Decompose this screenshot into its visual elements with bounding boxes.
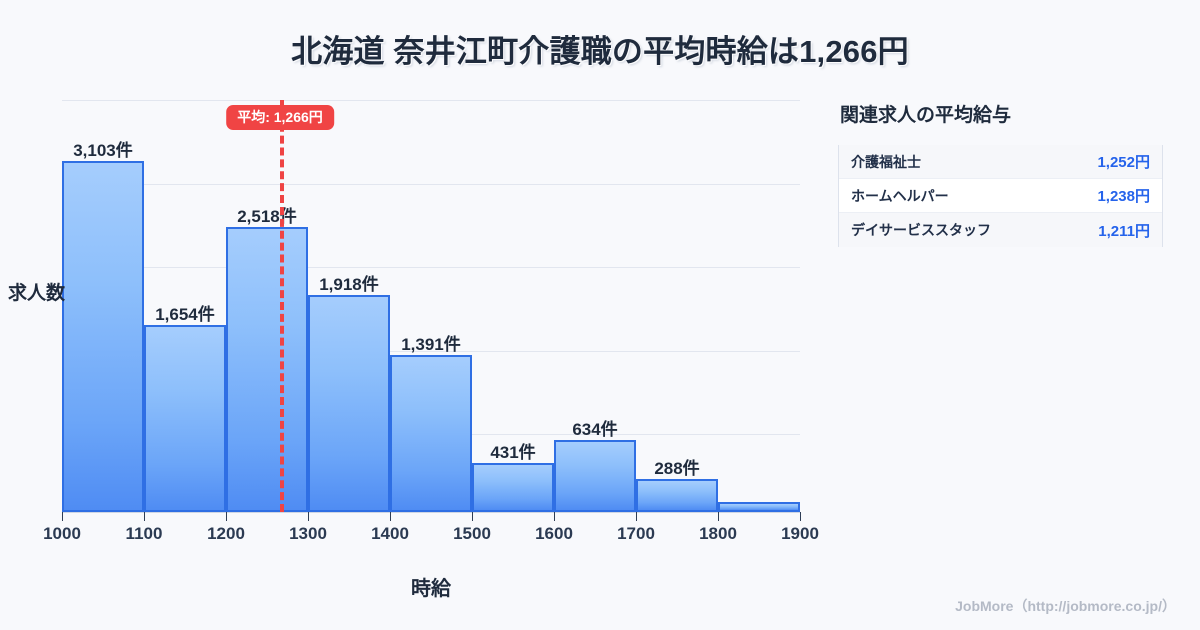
bar-value-label: 1,918件	[319, 274, 379, 294]
x-tick-mark	[718, 512, 719, 521]
related-job-row[interactable]: デイサービススタッフ 1,211円	[839, 213, 1162, 247]
bar[interactable]	[718, 502, 800, 512]
x-tick-label: 1900	[781, 524, 819, 543]
x-tick-label: 1200	[207, 524, 245, 543]
related-job-name: ホームヘルパー	[851, 187, 949, 204]
y-axis-title: 求人数	[8, 283, 66, 304]
x-tick-mark	[62, 512, 63, 521]
x-axis-line	[62, 512, 800, 513]
x-tick-mark	[390, 512, 391, 521]
x-tick-mark	[144, 512, 145, 521]
x-tick-label: 1600	[535, 524, 573, 543]
related-job-salary: 1,238円	[1097, 188, 1150, 205]
bar[interactable]	[554, 440, 636, 512]
related-jobs-title: 関連求人の平均給与	[840, 105, 1012, 126]
average-line	[280, 100, 284, 512]
bar-value-label: 2,518件	[237, 206, 297, 226]
gridline	[62, 351, 800, 352]
x-tick-label: 1400	[371, 524, 409, 543]
x-tick-label: 1500	[453, 524, 491, 543]
bar-value-label: 3,103件	[73, 140, 133, 160]
x-tick-label: 1300	[289, 524, 327, 543]
bar-value-label: 1,654件	[155, 304, 215, 324]
x-tick-label: 1000	[43, 524, 81, 543]
page-title: 北海道 奈井江町介護職の平均時給は1,266円	[291, 34, 909, 69]
gridline	[62, 184, 800, 185]
related-job-name: 介護福祉士	[851, 153, 921, 170]
related-job-row[interactable]: ホームヘルパー 1,238円	[839, 179, 1162, 213]
x-tick-mark	[472, 512, 473, 521]
x-tick-mark	[226, 512, 227, 521]
bar[interactable]	[390, 354, 472, 512]
x-tick-mark	[308, 512, 309, 521]
related-job-name: デイサービススタッフ	[851, 222, 991, 238]
x-tick-label: 1800	[699, 524, 737, 543]
related-job-salary: 1,211円	[1098, 222, 1150, 240]
x-tick-mark	[636, 512, 637, 521]
related-job-row[interactable]: 介護福祉士 1,252円	[839, 145, 1162, 179]
related-jobs-panel: 関連求人の平均給与 介護福祉士 1,252円ホームヘルパー 1,238円デイサービス…	[838, 100, 1163, 247]
bar-value-label: 634件	[572, 420, 618, 440]
footer-credit: JobMore（http://jobmore.co.jp/）	[955, 598, 1176, 614]
x-tick-label: 1700	[617, 524, 655, 543]
x-axis-title: 時給	[411, 578, 451, 600]
bar[interactable]	[144, 324, 226, 512]
bar[interactable]	[308, 294, 390, 512]
x-tick-mark	[554, 512, 555, 521]
gridline	[62, 267, 800, 268]
bar[interactable]	[62, 160, 144, 512]
related-jobs-table: 介護福祉士 1,252円ホームヘルパー 1,238円デイサービススタッフ 1,211円	[838, 145, 1163, 247]
average-badge: 平均: 1,266円	[226, 105, 334, 130]
x-tick-mark	[800, 512, 801, 521]
bar-value-label: 288件	[654, 459, 700, 479]
bar[interactable]	[226, 227, 308, 512]
bar[interactable]	[636, 479, 718, 512]
bar-value-label: 1,391件	[401, 334, 461, 354]
gridline	[62, 100, 800, 101]
bar-value-label: 431件	[490, 443, 536, 463]
histogram-chart: 求人数 時給 3,103件 1,654件 2,518件 1,918件 1,391件 431…	[8, 100, 819, 600]
x-tick-label: 1100	[125, 524, 163, 543]
bar[interactable]	[472, 463, 554, 512]
related-job-salary: 1,252円	[1097, 154, 1150, 171]
bar-series	[62, 100, 800, 512]
